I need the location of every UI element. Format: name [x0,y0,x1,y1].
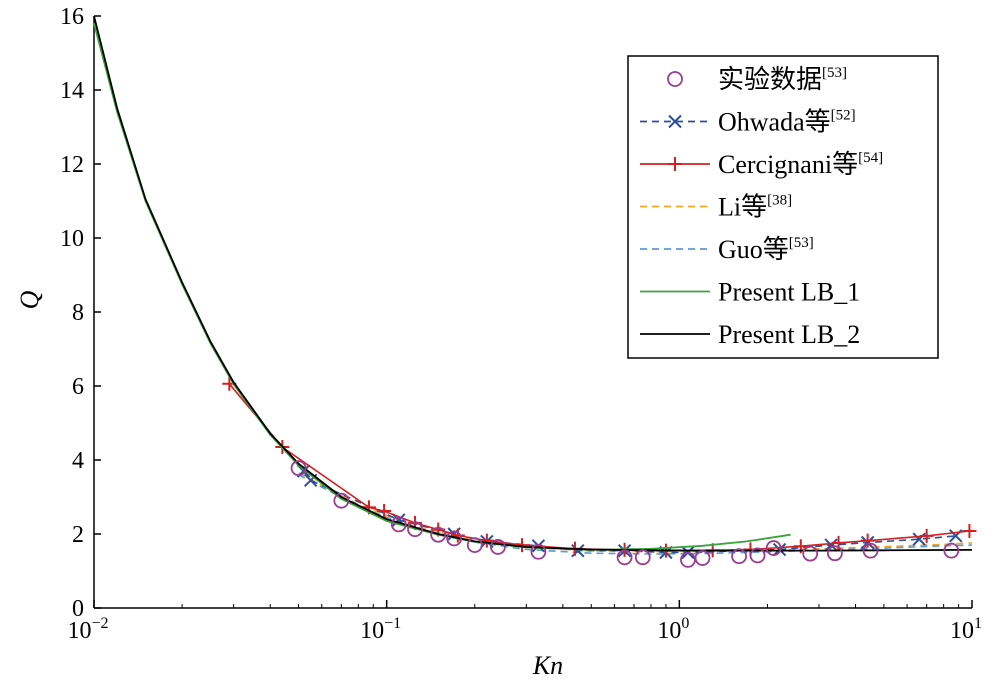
data-point [862,542,879,559]
data-point [290,460,307,477]
data-point [490,539,506,555]
legend-name: Ohwada等 [718,108,831,137]
legend-item: 实验数据[53] [667,65,847,94]
legend-name: Guo等 [718,235,789,264]
series-line [228,383,970,552]
legend-item: Guo等[53] [640,235,814,264]
data-point [919,528,934,543]
data-point [943,542,960,559]
legend-ref: [53] [822,65,847,81]
x-tick-label: 101 [950,615,982,644]
data-point [430,526,447,543]
data-point [826,545,843,562]
x-axis-title: Kn [532,651,563,680]
x-tick-base: 10 [67,618,91,644]
series-ohwada--1 [296,464,963,560]
data-point [634,549,651,566]
series---0 [290,460,960,568]
y-tick-label: 10 [60,226,84,252]
x-tick-exponent: 0 [681,615,689,632]
legend-name: Li等 [718,193,767,222]
x-tick-exponent: −2 [91,615,108,632]
x-tick-label: 100 [657,615,689,644]
legend-ref: [52] [831,108,856,124]
data-point [694,550,711,566]
legend-ref: [53] [789,235,814,251]
legend-ref: [38] [767,193,792,209]
legend-name: Cercignani等 [718,150,858,179]
series-line [298,474,973,555]
data-point [749,547,766,564]
data-point [377,504,392,519]
x-tick-exponent: −1 [384,615,401,632]
y-tick-label: 12 [60,152,84,178]
legend-label: Li等[38] [718,193,792,222]
legend: 实验数据[53]Ohwada等[52]Cercignani等[54]Li等[38… [627,55,939,359]
x-tick-base: 10 [360,618,384,644]
legend-label: Present LB_2 [718,320,860,349]
data-point [616,549,633,566]
series-guo--4 [298,474,973,555]
y-tick-label: 14 [60,78,84,104]
x-tick-exponent: 1 [974,615,982,632]
data-point [962,524,977,539]
data-point [450,528,465,543]
legend-label: Guo等[53] [718,235,814,264]
data-point [860,533,875,548]
legend-name: Present LB_2 [718,320,860,349]
legend-marker [668,114,682,129]
data-point [772,542,787,557]
data-point [390,516,407,533]
data-point [731,548,747,565]
series-present-lb-2-6 [93,15,973,552]
data-point [824,538,838,552]
data-point [530,543,547,560]
legend-name: Present LB_1 [718,278,860,307]
y-tick-label: 6 [72,374,84,400]
legend-item: Present LB_2 [640,320,860,349]
data-point [680,552,696,568]
data-point [571,543,585,558]
y-tick-label: 4 [72,448,84,474]
legend-ref: [54] [858,150,883,166]
data-point [407,521,423,538]
data-point [466,537,483,553]
data-point [333,492,350,509]
data-point [479,533,494,548]
legend-item: Ohwada等[52] [640,108,856,137]
y-tick-label: 2 [72,522,84,548]
y-tick-label: 16 [60,4,84,30]
legend-name: 实验数据 [718,65,822,94]
data-point [514,538,529,553]
legend-label: Cercignani等[54] [718,150,883,179]
legend-item: Present LB_1 [640,278,860,307]
x-tick-label: 10−1 [360,615,401,644]
series-layer [93,15,977,568]
legend-marker [668,157,682,171]
series-line [302,470,956,554]
x-tick-base: 10 [950,618,974,644]
y-axis-title: Q [15,290,44,309]
legend-item: Li等[38] [640,193,792,222]
legend-marker [667,71,683,87]
series-line [93,15,973,552]
x-tick-label: 10−2 [67,615,108,644]
legend-label: Present LB_1 [718,278,860,307]
legend-label: 实验数据[53] [718,65,847,94]
data-point [446,530,463,547]
series-cercignani--2 [222,376,977,558]
y-tick-label: 8 [72,300,84,326]
legend-label: Ohwada等[52] [718,108,856,137]
legend-item: Cercignani等[54] [640,150,883,179]
y-tick-label: 0 [72,596,84,622]
data-point [802,545,819,562]
x-tick-base: 10 [657,618,681,644]
data-point [765,540,782,556]
